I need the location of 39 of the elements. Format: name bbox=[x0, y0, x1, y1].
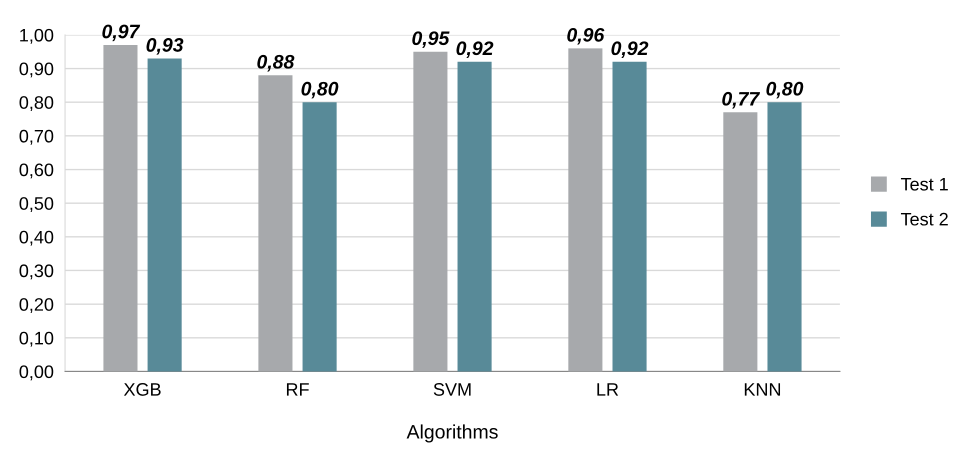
bar bbox=[767, 102, 802, 372]
bar bbox=[612, 62, 647, 372]
y-tick-label: 0,90 bbox=[20, 62, 54, 78]
bar bbox=[302, 102, 337, 372]
bar bbox=[103, 44, 138, 372]
x-tick-label: SVM bbox=[434, 383, 471, 396]
bar bbox=[413, 52, 448, 372]
y-tick-label: 0,70 bbox=[20, 130, 54, 145]
data-label: 0,95 bbox=[412, 31, 450, 48]
bar bbox=[568, 48, 602, 372]
x-tick-label: LR bbox=[597, 383, 618, 396]
y-tick-label: 0,60 bbox=[20, 163, 54, 178]
legend-label: Test 1 bbox=[900, 178, 948, 191]
data-label: 0,92 bbox=[611, 41, 648, 58]
x-tick-label: RF bbox=[286, 383, 309, 396]
bar bbox=[458, 62, 492, 372]
x-tick-label: XGB bbox=[124, 383, 161, 396]
bar bbox=[723, 112, 758, 372]
y-tick-label: 0,10 bbox=[20, 332, 54, 347]
data-label: 0,80 bbox=[766, 82, 804, 98]
data-label: 0,93 bbox=[146, 38, 184, 55]
bar bbox=[258, 75, 292, 372]
data-label: 0,88 bbox=[257, 54, 294, 72]
y-tick-label: 0,00 bbox=[20, 365, 54, 380]
data-label: 0,92 bbox=[456, 41, 494, 58]
data-label: 0,96 bbox=[567, 28, 604, 45]
y-tick-label: 0,40 bbox=[20, 230, 54, 246]
data-label: 0,77 bbox=[722, 92, 760, 108]
x-tick-label: KNN bbox=[744, 383, 780, 396]
bar bbox=[148, 58, 182, 372]
y-tick-label: 1,00 bbox=[20, 28, 54, 44]
data-label: 0,97 bbox=[102, 24, 140, 42]
legend-label: Test 2 bbox=[900, 212, 948, 226]
y-tick-label: 0,80 bbox=[20, 96, 54, 112]
x-axis-title: Algorithms bbox=[406, 424, 498, 443]
y-tick-label: 0,30 bbox=[20, 264, 54, 280]
data-label: 0,80 bbox=[301, 82, 338, 98]
y-tick-label: 0,50 bbox=[20, 197, 54, 212]
y-tick-label: 0,20 bbox=[20, 298, 54, 313]
